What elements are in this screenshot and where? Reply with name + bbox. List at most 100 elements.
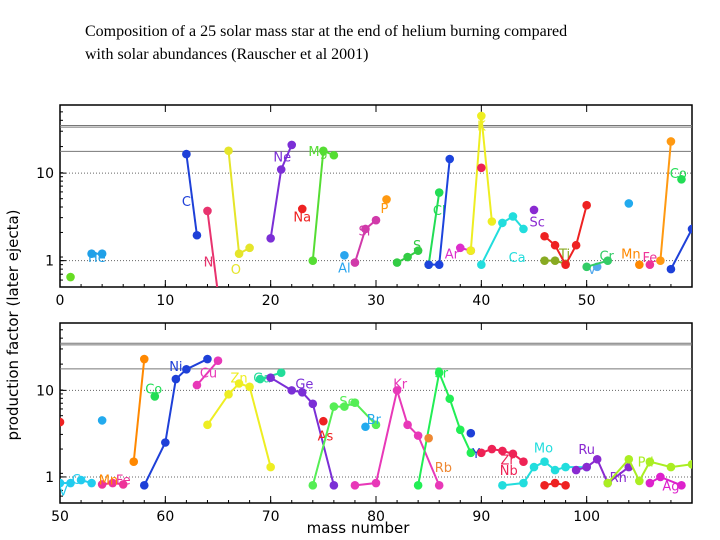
element-label: Kr	[393, 378, 408, 393]
data-point	[677, 174, 686, 184]
data-point	[455, 243, 465, 253]
caption-line-2: with solar abundances (Rauscher et al 20…	[85, 46, 369, 63]
data-point	[350, 481, 360, 490]
figure-caption: Composition of a 25 solar mass star at t…	[85, 20, 685, 66]
element-label: Sc	[529, 216, 544, 231]
data-point	[329, 402, 339, 411]
data-point	[519, 478, 528, 488]
series-line	[185, 153, 198, 236]
data-point	[424, 433, 433, 443]
data-point	[234, 249, 244, 259]
x-tick-label: 70	[262, 509, 280, 525]
element-label: Cr	[599, 249, 614, 264]
data-point	[87, 249, 96, 259]
series-line	[196, 360, 219, 386]
data-point	[624, 454, 634, 464]
data-point	[97, 480, 107, 489]
data-point	[571, 465, 581, 475]
data-point	[529, 462, 539, 472]
data-point	[108, 478, 117, 488]
element-label: Mn	[621, 248, 640, 263]
element-label: Zn	[230, 372, 247, 387]
data-point	[519, 224, 528, 234]
data-point	[645, 260, 655, 269]
data-point	[424, 260, 433, 269]
data-point	[392, 258, 402, 267]
data-point	[287, 386, 297, 395]
data-point	[519, 457, 528, 466]
data-point	[192, 230, 202, 240]
data-point	[192, 380, 202, 390]
data-point	[150, 392, 160, 401]
element-label: Ni	[169, 360, 182, 375]
x-tick-label: 80	[367, 509, 385, 525]
data-point	[87, 478, 96, 488]
data-point	[297, 204, 307, 214]
element-label: Pd	[638, 456, 654, 471]
data-point	[245, 382, 254, 392]
data-point	[340, 402, 349, 411]
element-label: Ne	[273, 150, 291, 165]
data-point	[129, 457, 139, 466]
data-point	[666, 137, 676, 146]
data-point	[403, 252, 412, 262]
data-point	[445, 394, 455, 404]
element-label: Y	[471, 447, 480, 462]
element-label: C	[182, 195, 191, 210]
data-point	[582, 200, 591, 210]
data-point	[329, 150, 339, 160]
element-label: Fe	[116, 474, 131, 489]
data-point	[434, 368, 444, 377]
data-point	[466, 428, 476, 438]
data-point	[350, 398, 360, 408]
top-panel: 1 10 0 10 20 30 40 50 He C N O Ne Na Mg Al Si P S Cl Ar K Ca Sc…	[36, 104, 693, 309]
data-point	[666, 264, 676, 274]
series-line	[480, 215, 525, 266]
data-point	[224, 390, 233, 399]
element-label: Al	[338, 262, 351, 277]
series-line	[659, 141, 672, 261]
x-tick-label: 50	[51, 509, 69, 525]
data-point	[203, 354, 212, 364]
element-label: Co	[670, 167, 687, 182]
element-label: Mo	[534, 441, 553, 456]
data-point	[477, 260, 486, 269]
data-point	[540, 457, 549, 466]
data-point	[413, 431, 423, 440]
data-layer: He C N O Ne Na Mg Al Si P S Cl Ar K Ca Sc Ti VCr Mn Fe Co	[66, 111, 692, 298]
series-line	[227, 150, 251, 256]
data-point	[66, 478, 75, 488]
data-point	[214, 289, 223, 298]
data-point	[455, 425, 465, 435]
data-point	[645, 478, 655, 488]
data-point	[540, 256, 549, 265]
data-point	[297, 387, 307, 397]
data-point	[603, 478, 613, 488]
element-label: Cr	[72, 473, 87, 488]
data-point	[392, 386, 402, 395]
y-tick-label: 1	[45, 254, 54, 270]
data-point	[371, 215, 381, 225]
element-label: Mn	[99, 474, 118, 489]
data-point	[635, 260, 644, 269]
data-point	[645, 457, 655, 466]
data-point	[361, 422, 370, 432]
data-point	[413, 481, 423, 490]
x-tick-label: 50	[578, 293, 596, 309]
x-tick-label: 30	[367, 293, 385, 309]
data-point	[371, 420, 381, 430]
element-label: O	[231, 263, 241, 278]
data-point	[276, 368, 286, 377]
data-point	[350, 258, 360, 267]
data-point	[508, 212, 518, 221]
data-point	[582, 462, 591, 472]
data-point	[224, 146, 233, 156]
data-point	[203, 420, 212, 430]
data-point	[434, 188, 444, 197]
series-line	[206, 210, 219, 287]
data-point	[550, 465, 560, 475]
element-label: Ag	[662, 479, 679, 494]
data-point	[529, 205, 539, 215]
element-label: Ru	[578, 443, 595, 458]
